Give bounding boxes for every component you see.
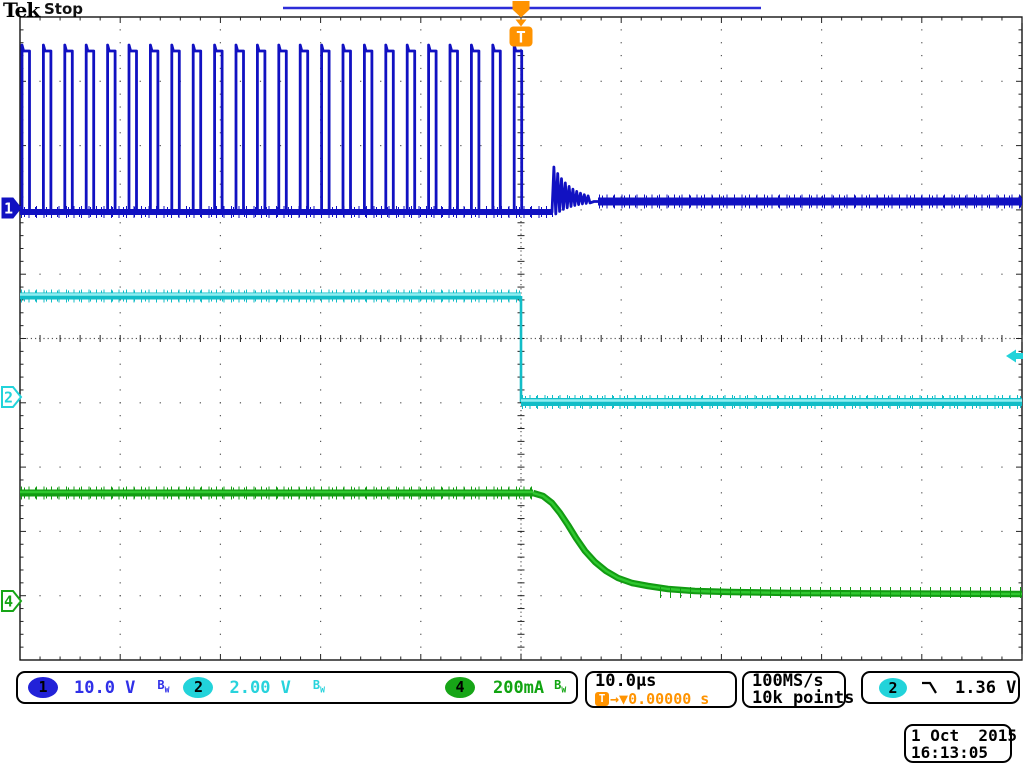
ch2-badge[interactable]: 2 <box>183 677 214 698</box>
sample-rate: 100MS/s <box>752 670 824 691</box>
trigger-level-arrow[interactable] <box>1006 349 1023 363</box>
record-length: 10k points <box>752 687 855 708</box>
ch1-scale: 10.0 V <box>74 677 136 698</box>
svg-text:4: 4 <box>4 593 13 611</box>
time-label: 16:13:05 <box>911 742 989 762</box>
trigger-position-flag[interactable]: T <box>509 1 533 47</box>
trigger-level: 1.36 V <box>955 677 1017 698</box>
trigger-delay-row: T → ▼ 0.00000 s <box>595 689 710 708</box>
ch4-scale: 200mA <box>492 677 545 698</box>
date-label: 1 Oct 2015 <box>911 725 1017 745</box>
timebase: 10.0µs <box>595 670 657 691</box>
marker-icon: ▼ <box>619 689 629 708</box>
datetime-box: 1 Oct 2015 16:13:05 <box>904 724 1017 763</box>
acquisition-status: Stop <box>44 0 84 18</box>
waveforms <box>20 43 1023 598</box>
falling-edge-icon <box>922 681 937 694</box>
horizontal-readout-box[interactable]: 10.0µs T → ▼ 0.00000 s <box>585 671 737 708</box>
channel-readouts-box[interactable]: 1 10.0 V BW 2 2.00 V BW 4 200mA BW <box>16 671 578 704</box>
ch4-badge[interactable]: 4 <box>444 677 475 698</box>
trigger-source-badge[interactable]: 2 <box>879 677 907 698</box>
svg-text:T: T <box>516 28 526 47</box>
channel-markers[interactable]: 1 2 4 <box>1 197 1023 612</box>
arrow-icon: → <box>610 689 620 708</box>
svg-text:2: 2 <box>4 389 13 407</box>
ch4-bandwidth-icon: BW <box>554 677 567 695</box>
channel-marker[interactable]: 2 <box>1 386 23 408</box>
channel-marker[interactable]: 1 <box>1 197 22 219</box>
ch1-bandwidth-icon: BW <box>157 677 170 695</box>
acquisition-readout-box[interactable]: 100MS/s 10k points <box>742 670 854 708</box>
channel-marker[interactable]: 4 <box>1 590 23 612</box>
trigger-t-icon: T <box>595 692 609 706</box>
trigger-delay-value: 0.00000 s <box>628 689 710 708</box>
ch1-badge[interactable]: 1 <box>28 677 58 698</box>
svg-text:1: 1 <box>4 200 13 218</box>
trigger-readout-box[interactable]: 2 1.36 V <box>861 671 1020 704</box>
ch2-bandwidth-icon: BW <box>312 677 325 695</box>
ch2-scale: 2.00 V <box>229 677 291 698</box>
